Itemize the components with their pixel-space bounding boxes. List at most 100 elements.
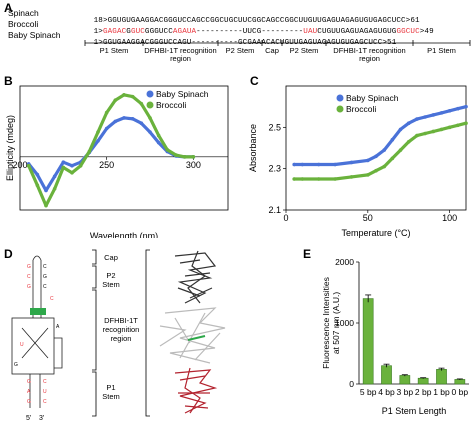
data-point (191, 155, 196, 159)
data-point (366, 173, 370, 177)
region-brackets-d (92, 249, 150, 417)
seq-name-broccoli: Broccoli (8, 19, 39, 29)
data-point (52, 186, 57, 191)
svg-text:C: C (27, 274, 31, 280)
seq-name-baby-spinach: Baby Spinach (8, 30, 61, 40)
data-point (87, 149, 92, 154)
series-line-0 (27, 116, 195, 193)
seq-broccoli-seg-mut: AGAUA (172, 28, 197, 36)
legend-label: Broccoli (346, 104, 376, 114)
seq-broccoli-seg: ----------UUCG--------- (196, 28, 304, 36)
data-point (156, 133, 161, 138)
svg-text:U: U (43, 389, 47, 395)
data-point (447, 125, 452, 130)
data-point (78, 163, 83, 168)
bar (454, 379, 466, 385)
seq-spinach-seg: 18>GGUGUGAAGGACGGGUCCAGCCGGCUGCUUCGGCAGC… (93, 17, 420, 25)
data-point (300, 177, 305, 181)
bar (399, 375, 411, 385)
data-point (374, 154, 378, 159)
y-tick-label: 1000 (335, 318, 354, 328)
data-point (148, 130, 152, 134)
data-point (139, 101, 144, 106)
data-point (333, 162, 337, 167)
panel-e-chart: 0 1000 2000 5 bp 4 bp 3 bp 2 bp 1 bp 0 bp P1 Stem… (321, 257, 469, 416)
data-point (182, 155, 187, 159)
x-tick-label: 250 (99, 160, 114, 170)
region-p2-stem-right: P2 Stem (289, 46, 319, 55)
data-point (96, 139, 100, 143)
series-line-0 (292, 105, 468, 167)
region-p1-stem-left: P1 Stem (99, 46, 129, 55)
data-point (292, 177, 296, 181)
plot-frame (19, 85, 229, 211)
svg-text:G: G (14, 362, 18, 368)
svg-text:G: G (27, 264, 31, 270)
region-dfhbi-left: DFHBI-1T recognition region (144, 46, 217, 63)
svg-text:C: C (43, 264, 47, 270)
series-line-1 (292, 121, 468, 181)
data-point (70, 163, 74, 168)
data-point (44, 203, 48, 208)
data-point (70, 171, 74, 175)
label-p1-stem: P1 Stem (102, 383, 120, 401)
data-point (374, 168, 378, 173)
seq-broccoli: 1>GAGACGGUCGGGUCCAGAUA----------UUCG----… (75, 20, 434, 44)
secondary-structure (11, 255, 63, 408)
data-point (349, 175, 354, 179)
x-axis-label: P1 Stem Length (382, 406, 447, 416)
data-point (423, 115, 427, 119)
data-point (415, 133, 419, 138)
y-axis-label: Ellipticity (mdeg) (5, 115, 15, 181)
data-point (456, 106, 460, 111)
seq-broccoli-seg: CUGUUGAGUAGAGUGUG (317, 28, 397, 36)
data-point (398, 148, 403, 152)
data-point (333, 177, 337, 181)
region-p2-stem-left: P2 Stem (225, 46, 255, 55)
y-axis-label: Fluorescence Intensitiesat 507 nm (A.U.) (321, 277, 341, 369)
x-tick-label: 2 bp (415, 387, 432, 397)
svg-text:C: C (43, 379, 47, 385)
x-tick-label: 200 (12, 160, 27, 170)
data-point (104, 126, 109, 131)
svg-text:C: C (50, 296, 54, 302)
panel-letter-a: A (4, 1, 13, 15)
series-line-1 (27, 93, 195, 208)
svg-text:G: G (27, 399, 31, 405)
end-3prime: 3' (39, 415, 44, 422)
label-p2-stem: P2 Stem (102, 271, 120, 289)
data-point (156, 140, 161, 145)
data-point (415, 117, 419, 121)
data-point (130, 116, 135, 121)
y-axis-label: Absorbance (248, 124, 258, 172)
x-tick-label: 5 bp (360, 387, 377, 397)
data-point (439, 127, 444, 132)
data-point (382, 148, 386, 152)
svg-text:G: G (27, 284, 31, 290)
nucleotide-marks: GCG GAG CUC UC (20, 264, 54, 405)
legend-marker (146, 90, 154, 98)
seq-broccoli-seg: GGGUCC (144, 28, 173, 36)
data-point (382, 164, 386, 169)
svg-text:A: A (56, 324, 60, 330)
data-point (439, 111, 444, 115)
data-point (390, 137, 395, 142)
panel-letter-d: D (4, 247, 13, 261)
data-point (52, 174, 57, 179)
bar (381, 365, 392, 385)
x-tick-label: 0 bp (452, 387, 469, 397)
data-point (174, 153, 178, 157)
data-point (447, 109, 452, 113)
model-3d (159, 250, 226, 414)
data-point (406, 140, 411, 144)
legend-label: Broccoli (156, 100, 186, 110)
x-tick-label: 100 (442, 213, 457, 223)
data-point (316, 177, 321, 181)
data-point (35, 172, 40, 177)
legend-label: Baby Spinach (156, 89, 209, 99)
green-highlight (30, 308, 46, 315)
data-point (61, 165, 66, 170)
y-tick-label: 2.5 (268, 122, 281, 132)
x-axis-label: Wavelength (nm) (90, 231, 158, 238)
